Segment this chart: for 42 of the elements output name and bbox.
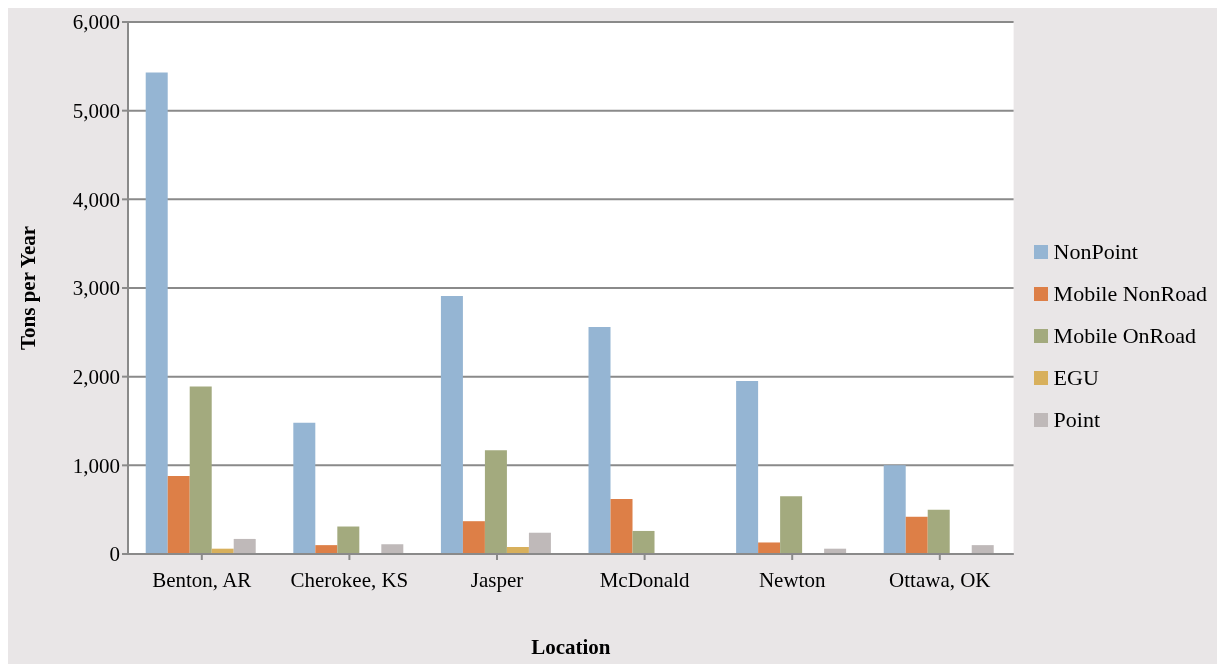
- legend-label: Mobile NonRoad: [1053, 280, 1207, 308]
- x-tick-label: Ottawa, OK: [889, 567, 991, 592]
- bar: [632, 530, 655, 554]
- bar: [528, 532, 551, 554]
- y-tick-label: 4,000: [72, 187, 120, 212]
- bar: [167, 475, 190, 554]
- bar: [189, 386, 212, 554]
- legend-label: NonPoint: [1053, 238, 1138, 266]
- bar: [484, 450, 507, 554]
- y-tick-label: 1,000: [72, 453, 120, 478]
- bar: [905, 516, 928, 554]
- bar: [293, 422, 316, 554]
- legend-label: Point: [1053, 406, 1101, 434]
- bar: [381, 544, 404, 554]
- bar: [588, 327, 611, 554]
- bar: [971, 545, 994, 554]
- bar: [736, 381, 759, 554]
- bar: [883, 465, 906, 554]
- x-tick-label: Jasper: [470, 567, 524, 592]
- y-tick-label: 3,000: [72, 276, 120, 301]
- bar: [337, 526, 360, 554]
- legend-label: Mobile OnRoad: [1053, 322, 1196, 350]
- bar: [610, 499, 633, 554]
- x-tick-label: Cherokee, KS: [290, 567, 409, 592]
- y-tick-label: 5,000: [72, 99, 120, 124]
- x-tick-label: McDonald: [599, 567, 691, 592]
- legend-label: EGU: [1053, 364, 1099, 392]
- bar: [233, 538, 256, 554]
- bar: [315, 545, 338, 554]
- y-axis-title: Tons per Year: [16, 225, 41, 351]
- bar: [758, 542, 781, 554]
- bar: [927, 509, 950, 554]
- bar: [145, 72, 168, 554]
- y-tick-label: 2,000: [72, 365, 120, 390]
- x-tick-label: Newton: [758, 567, 826, 592]
- bar: [462, 521, 485, 554]
- bar: [780, 496, 803, 554]
- y-tick-label: 6,000: [72, 10, 120, 35]
- x-tick-label: Benton, AR: [152, 567, 252, 592]
- bar: [440, 295, 463, 554]
- x-axis-title: Location: [531, 635, 611, 659]
- y-tick-label: 0: [109, 542, 120, 567]
